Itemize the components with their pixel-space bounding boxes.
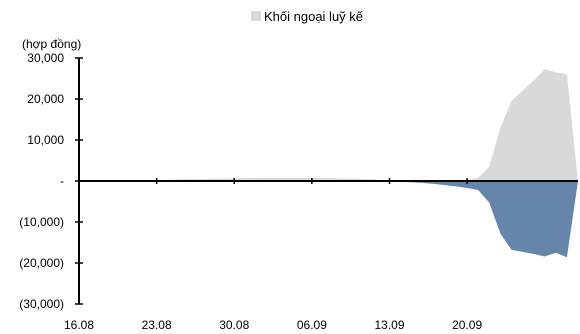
y-tick-label: 30,000 bbox=[27, 51, 64, 65]
y-tick-label: 20,000 bbox=[27, 92, 64, 106]
y-tick-labels: 30,000 20,000 10,000 - (10,000) (20,000) (30,0… bbox=[19, 51, 64, 311]
y-tick-label: (10,000) bbox=[19, 215, 64, 229]
x-tick-label: 16.08 bbox=[64, 318, 94, 332]
x-tick-label: 30.08 bbox=[219, 318, 249, 332]
x-tick-label: 06.09 bbox=[297, 318, 327, 332]
legend: Khối ngoại luỹ kế bbox=[251, 9, 364, 24]
plot-areas bbox=[79, 69, 578, 258]
legend-swatch bbox=[251, 11, 261, 21]
x-tick-label: 23.08 bbox=[142, 318, 172, 332]
y-tick-label: 10,000 bbox=[27, 133, 64, 147]
legend-label: Khối ngoại luỹ kế bbox=[264, 9, 364, 24]
x-tick-labels: 16.08 23.08 30.08 06.09 13.09 20.09 bbox=[64, 318, 482, 332]
x-tick-label: 13.09 bbox=[374, 318, 404, 332]
y-tick-label: - bbox=[60, 174, 64, 188]
y-axis-unit-label: (hợp đồng) bbox=[22, 37, 81, 51]
y-tick-label: (30,000) bbox=[19, 297, 64, 311]
negative-area bbox=[79, 181, 578, 258]
positive-area bbox=[79, 69, 578, 181]
axes bbox=[75, 57, 578, 305]
x-tick-label: 20.09 bbox=[452, 318, 482, 332]
y-tick-label: (20,000) bbox=[19, 256, 64, 270]
